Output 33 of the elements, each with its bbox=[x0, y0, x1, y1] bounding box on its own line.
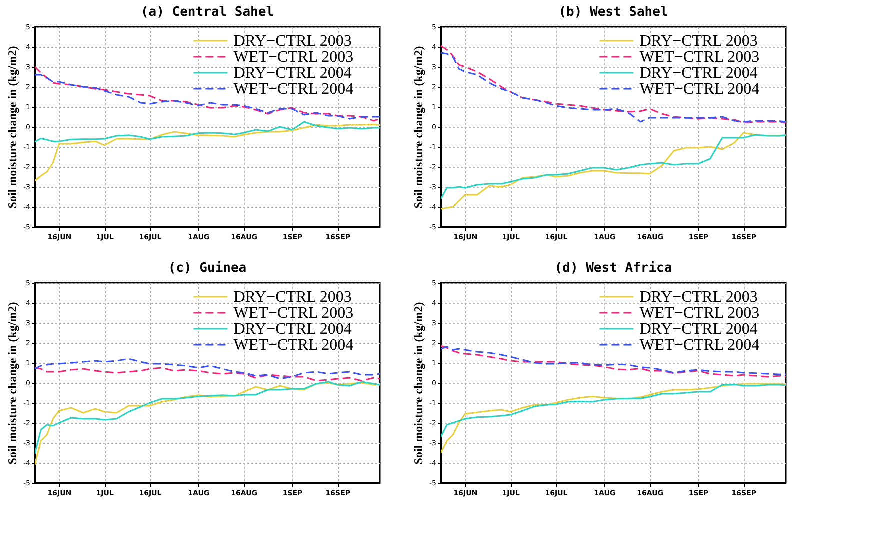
legend-label: DRY−CTRL 2004 bbox=[640, 321, 758, 338]
legend-label: DRY−CTRL 2004 bbox=[640, 65, 758, 82]
chart-title: (b) West Sahel bbox=[558, 5, 668, 20]
line-series bbox=[35, 367, 380, 382]
chart-title: (d) West Africa bbox=[554, 261, 672, 276]
legend-label: WET−CTRL 2003 bbox=[234, 305, 354, 322]
legend-label: WET−CTRL 2004 bbox=[234, 81, 354, 98]
chart-title: (c) Guinea bbox=[168, 261, 247, 276]
line-series bbox=[441, 384, 786, 438]
y-axis-title: Soil moisture change in (kg/m2) bbox=[6, 302, 20, 465]
legend-label: DRY−CTRL 2003 bbox=[640, 289, 758, 306]
legend-label: DRY−CTRL 2004 bbox=[234, 65, 352, 82]
line-series bbox=[35, 124, 380, 182]
y-axis-title: Soil moisture change in (kg/m2) bbox=[412, 46, 426, 209]
line-series bbox=[441, 132, 786, 210]
legend-label: WET−CTRL 2004 bbox=[234, 337, 354, 354]
line-series bbox=[35, 358, 380, 380]
chart-title: (a) Central Sahel bbox=[140, 5, 274, 20]
y-axis-title: Soil moisture change in (kg/m2) bbox=[412, 302, 426, 465]
legend-label: DRY−CTRL 2003 bbox=[234, 289, 352, 306]
line-series bbox=[35, 66, 380, 122]
legend-label: WET−CTRL 2004 bbox=[640, 337, 760, 354]
legend-label: DRY−CTRL 2003 bbox=[234, 33, 352, 50]
legend-label: WET−CTRL 2003 bbox=[234, 49, 354, 66]
line-series bbox=[441, 134, 786, 200]
line-series bbox=[441, 383, 786, 454]
legend-label: WET−CTRL 2004 bbox=[640, 81, 760, 98]
legend-label: WET−CTRL 2003 bbox=[640, 49, 760, 66]
legend-label: DRY−CTRL 2004 bbox=[234, 321, 352, 338]
legend-label: WET−CTRL 2003 bbox=[640, 305, 760, 322]
legend-label: DRY−CTRL 2003 bbox=[640, 33, 758, 50]
y-axis-title: Soil moisture change in (kg/m2) bbox=[6, 46, 20, 209]
line-series bbox=[35, 121, 380, 143]
